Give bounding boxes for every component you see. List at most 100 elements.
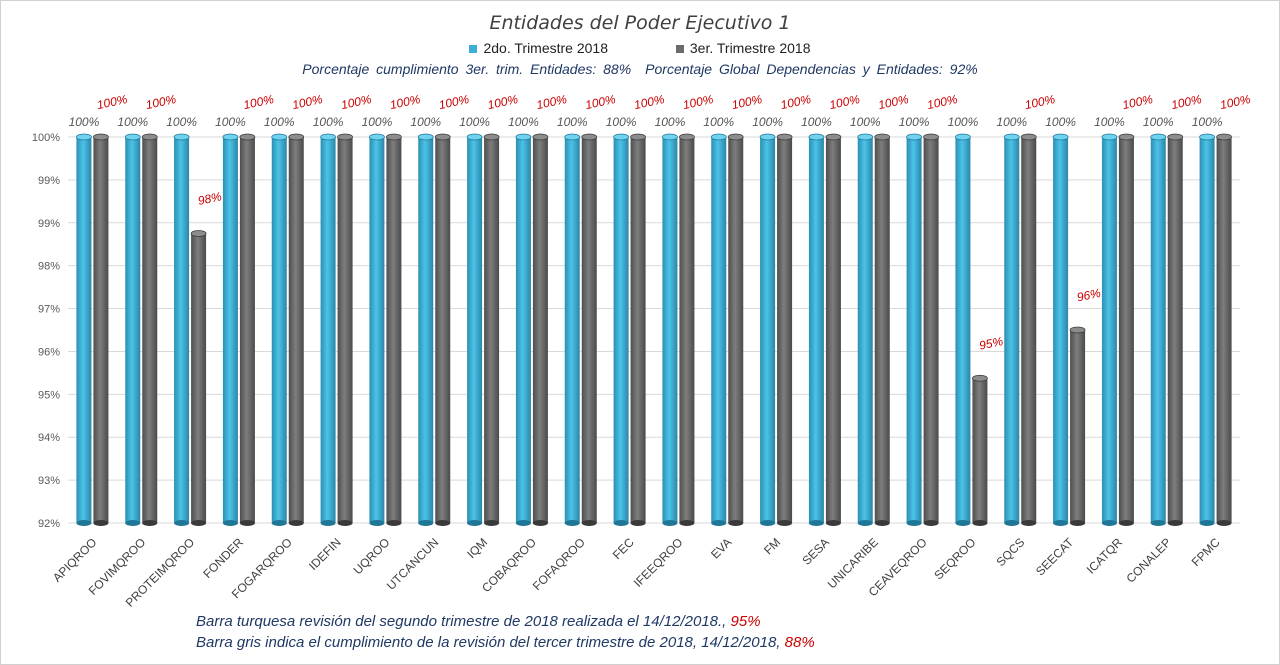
bar-q3	[1118, 137, 1134, 523]
bar-q3	[1021, 137, 1037, 523]
bar-base	[76, 520, 92, 526]
x-category-label: IFEEQROO	[631, 535, 686, 590]
data-label: 100%	[730, 92, 763, 112]
data-label: 100%	[1192, 115, 1223, 129]
note-line-1-value: 95%	[730, 613, 761, 630]
bar-base	[581, 520, 597, 526]
data-label: 100%	[459, 115, 490, 129]
bar-cap	[1003, 133, 1020, 141]
bar-cap	[337, 133, 353, 141]
bar-base	[467, 520, 483, 526]
data-label: 100%	[1045, 115, 1076, 129]
bar-base	[1167, 520, 1183, 526]
bar-q2	[662, 137, 678, 523]
note-line-2-text: Barra gris indica el cumplimiento de la …	[196, 634, 781, 651]
x-category-label: IDEFIN	[306, 535, 344, 573]
x-category-label: SQCS	[993, 535, 1027, 569]
y-tick-label: 100%	[32, 132, 60, 144]
note-line-2: Barra gris indica el cumplimiento de la …	[196, 634, 815, 651]
x-category-label: FPMC	[1189, 535, 1223, 569]
chart-subtitle: Porcentaje cumplimiento 3er. trim. Entid…	[0, 61, 1280, 77]
bar-base	[857, 520, 873, 526]
data-label: 100%	[1219, 92, 1252, 112]
bar-q2	[564, 137, 580, 523]
data-label: 100%	[437, 92, 470, 112]
y-tick-label: 99%	[38, 175, 60, 187]
bar-base	[972, 520, 988, 526]
bar-base	[484, 520, 500, 526]
bar-q2	[760, 137, 776, 523]
data-label: 100%	[996, 115, 1027, 129]
bar-cap	[320, 133, 336, 141]
note-line-1-text: Barra turquesa revisión del segundo trim…	[196, 613, 727, 630]
legend-swatch-series-1	[469, 45, 478, 54]
y-tick-label: 92%	[38, 518, 60, 530]
bar-base	[808, 520, 824, 526]
bar-q2	[857, 137, 873, 523]
bar-cap	[483, 133, 500, 141]
bar-q3	[239, 137, 255, 523]
data-label: 100%	[69, 115, 100, 129]
bar-q3	[337, 137, 353, 523]
bar-base	[515, 520, 531, 526]
bar-cap	[710, 133, 727, 141]
data-label: 100%	[291, 92, 324, 112]
bar-q3	[386, 137, 402, 523]
bar-base	[630, 520, 646, 526]
bar-cap	[613, 133, 629, 141]
bar-q3	[1167, 137, 1183, 523]
y-tick-label: 95%	[38, 389, 60, 401]
bar-q3	[630, 137, 646, 523]
data-label: 100%	[410, 115, 441, 129]
bar-cap	[679, 133, 695, 141]
bar-cap	[630, 133, 646, 141]
x-category-label: APIQROO	[50, 535, 100, 585]
x-category-label: UTCANCUN	[384, 535, 442, 593]
bar-base	[1070, 520, 1086, 526]
bar-cap	[1069, 326, 1086, 334]
x-category-label: CONALEP	[1123, 535, 1173, 585]
bar-cap	[1020, 133, 1037, 141]
bar-q3	[532, 137, 548, 523]
bar-base	[613, 520, 629, 526]
bar-cap	[808, 133, 825, 141]
data-label: 100%	[340, 92, 373, 112]
bar-base	[174, 520, 190, 526]
x-category-label: SESA	[800, 535, 833, 568]
bar-q3	[435, 137, 451, 523]
data-label: 100%	[752, 115, 783, 129]
data-label: 100%	[1143, 115, 1174, 129]
bar-q3	[728, 137, 744, 523]
bar-cap	[1199, 133, 1215, 141]
data-label: 100%	[606, 115, 637, 129]
bar-cap	[857, 133, 874, 141]
chart-title: Entidades del Poder Ejecutivo 1	[489, 12, 791, 34]
bar-base	[125, 520, 141, 526]
bar-base	[337, 520, 353, 526]
subtitle-entities-percentage: Porcentaje cumplimiento 3er. trim. Entid…	[302, 61, 632, 77]
bar-cap	[515, 133, 532, 141]
bar-base	[418, 520, 434, 526]
bar-base	[1118, 520, 1134, 526]
bar-base	[369, 520, 385, 526]
data-label: 100%	[362, 115, 393, 129]
bar-base	[1216, 520, 1232, 526]
bar-q2	[369, 137, 385, 523]
data-label: 100%	[535, 92, 568, 112]
data-label: 100%	[682, 92, 715, 112]
bar-q2	[320, 137, 336, 523]
bar-cap	[1167, 133, 1184, 141]
data-label: 100%	[655, 115, 686, 129]
bar-q2	[1004, 137, 1020, 523]
bar-base	[1053, 520, 1069, 526]
bar-cap	[417, 133, 434, 141]
y-tick-label: 99%	[38, 218, 60, 230]
data-label: 100%	[877, 92, 910, 112]
data-label: 100%	[264, 115, 295, 129]
bar-base	[825, 520, 841, 526]
bar-q2	[613, 137, 629, 523]
data-label: 100%	[801, 115, 832, 129]
bar-q2	[467, 137, 483, 523]
bar-cap	[776, 133, 793, 141]
